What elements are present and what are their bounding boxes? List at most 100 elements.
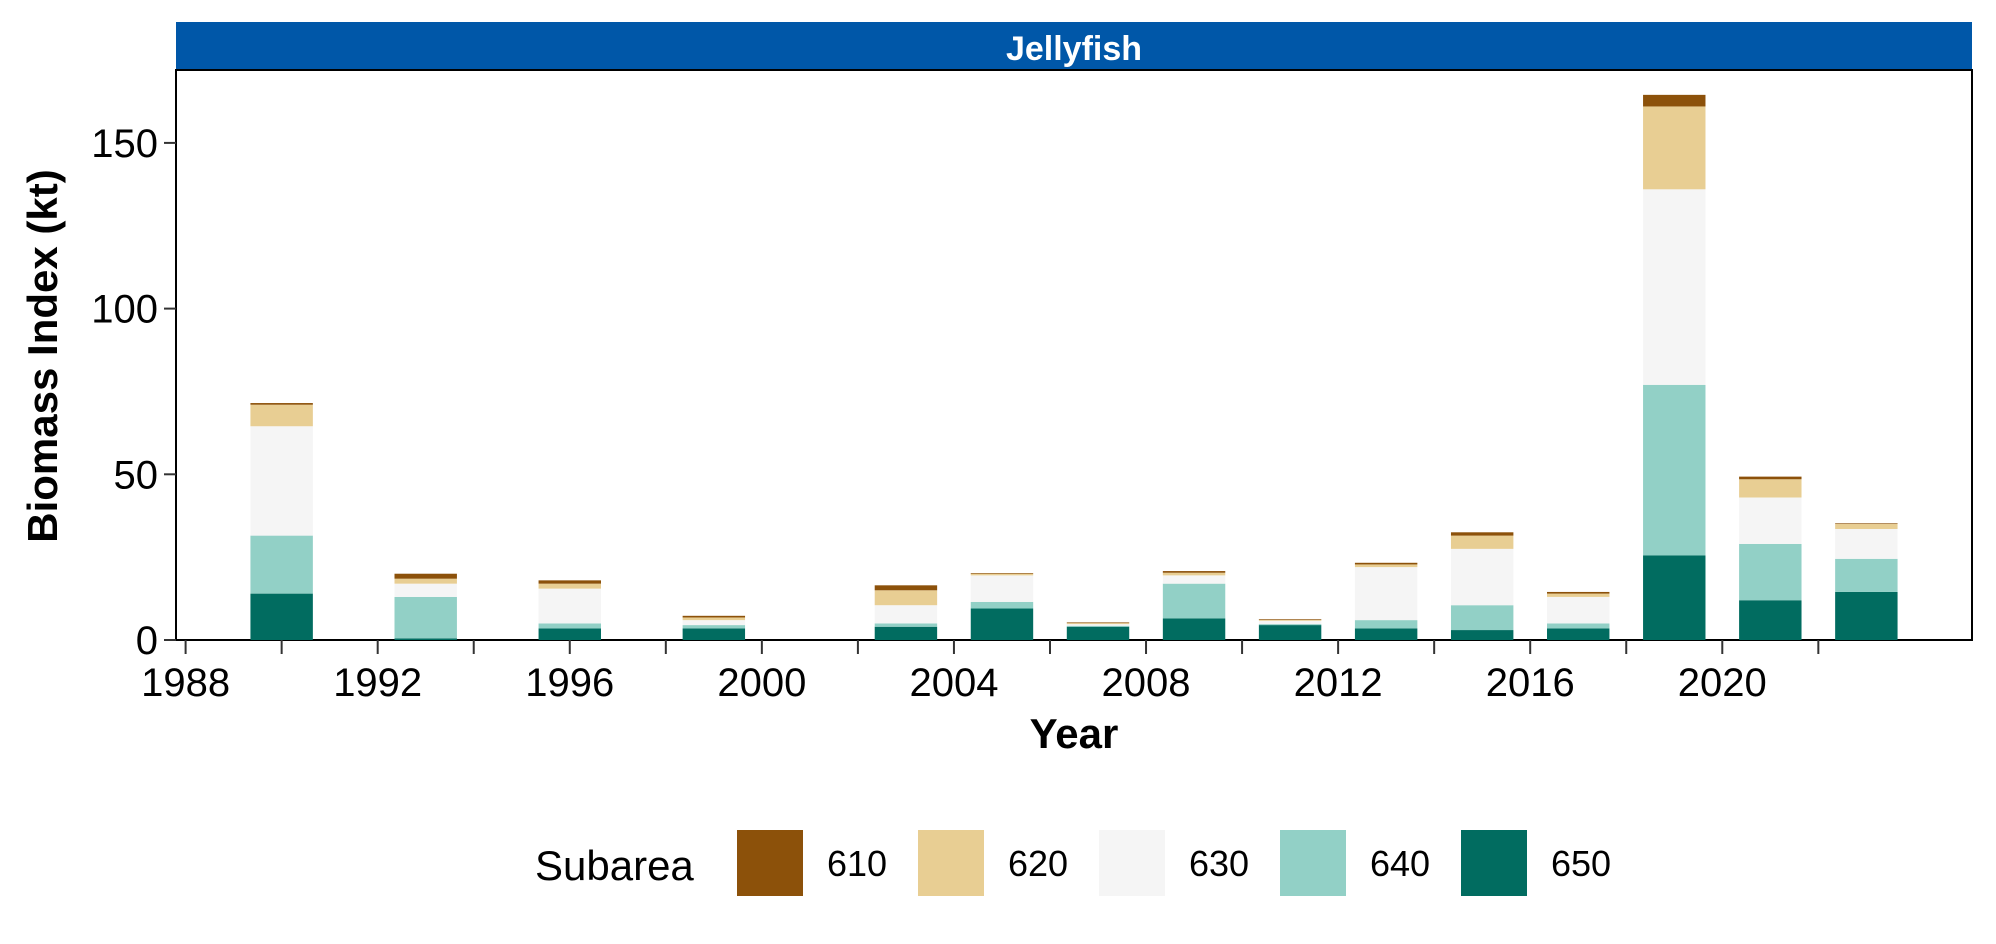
bar-segment-610-1999 (683, 616, 745, 618)
bar-segment-640-2009 (1163, 584, 1225, 619)
bar-segment-610-2011 (1259, 619, 1321, 620)
bar-segment-640-2017 (1547, 623, 1609, 628)
legend-key-610 (737, 830, 803, 896)
bar-segment-640-2023 (1835, 559, 1897, 592)
y-axis-title: Biomass Index (kt) (19, 169, 66, 542)
bar-segment-610-1996 (539, 580, 601, 583)
y-tick-label-100: 100 (91, 288, 158, 332)
bar-segment-650-2017 (1547, 628, 1609, 640)
bar-segment-610-2013 (1355, 563, 1417, 565)
legend-label-630: 630 (1189, 843, 1249, 884)
bar-segment-630-2009 (1163, 575, 1225, 583)
bar-segment-620-2009 (1163, 573, 1225, 576)
bar-segment-640-2005 (971, 602, 1033, 609)
bar-segment-640-2003 (875, 623, 937, 626)
bar-segment-650-2009 (1163, 618, 1225, 640)
bar-segment-650-2019 (1643, 555, 1705, 640)
legend-key-630 (1099, 830, 1165, 896)
bar-segment-620-1999 (683, 617, 745, 620)
bar-segment-610-2009 (1163, 571, 1225, 573)
bar-segment-650-1990 (250, 594, 312, 640)
bar-segment-610-2007 (1067, 622, 1129, 623)
facet-strip-title: Jellyfish (1006, 30, 1142, 68)
bar-segment-650-2005 (971, 609, 1033, 640)
bar-segment-650-2003 (875, 627, 937, 640)
legend-title: Subarea (535, 842, 694, 889)
x-tick-label-2000: 2000 (717, 661, 806, 705)
bar-segment-630-2007 (1067, 624, 1129, 626)
bar-segment-630-2005 (971, 575, 1033, 602)
bar-segment-640-2013 (1355, 620, 1417, 628)
bar-segment-620-2017 (1547, 594, 1609, 597)
bar-segment-630-1996 (539, 589, 601, 624)
x-tick-label-1988: 1988 (141, 661, 230, 705)
bar-segment-630-2013 (1355, 567, 1417, 620)
bar-segment-640-2011 (1259, 624, 1321, 625)
x-tick-label-2012: 2012 (1294, 661, 1383, 705)
bar-segment-610-2019 (1643, 95, 1705, 107)
bar-segment-630-2015 (1451, 549, 1513, 605)
legend: Subarea 610 620 630 640 650 (535, 830, 1611, 896)
bar-segment-650-1996 (539, 628, 601, 640)
bar-segment-630-2017 (1547, 597, 1609, 624)
facet-strip: Jellyfish (176, 22, 1972, 70)
x-axis: 1988 1992 1996 2000 2004 2008 2012 2016 2020 (141, 640, 1818, 705)
x-tick-label-2016: 2016 (1486, 661, 1575, 705)
bar-segment-650-2007 (1067, 627, 1129, 640)
bar-segment-650-2015 (1451, 630, 1513, 640)
legend-label-610: 610 (827, 843, 887, 884)
bar-segment-610-1990 (250, 403, 312, 405)
bar-segment-650-2021 (1739, 600, 1801, 640)
x-tick-label-2020: 2020 (1678, 661, 1767, 705)
bar-segment-640-1996 (539, 623, 601, 628)
bar-segment-640-1990 (250, 536, 312, 594)
bar-segment-650-2011 (1259, 625, 1321, 640)
bar-segment-640-2007 (1067, 626, 1129, 627)
legend-key-650 (1461, 830, 1527, 896)
bar-segment-610-2017 (1547, 592, 1609, 594)
legend-key-640 (1280, 830, 1346, 896)
bar-segment-620-2021 (1739, 479, 1801, 497)
legend-label-620: 620 (1008, 843, 1068, 884)
bar-segment-640-1999 (683, 625, 745, 628)
bar-segment-610-2003 (875, 585, 937, 590)
bar-segment-630-2011 (1259, 621, 1321, 624)
bar-segment-620-2019 (1643, 106, 1705, 189)
bar-segment-630-2003 (875, 605, 937, 623)
x-tick-label-2008: 2008 (1102, 661, 1191, 705)
bar-segment-620-2015 (1451, 536, 1513, 549)
bar-segment-620-2007 (1067, 623, 1129, 624)
bar-segment-630-2019 (1643, 189, 1705, 385)
x-tick-label-1992: 1992 (333, 661, 422, 705)
bar-segment-640-1993 (394, 597, 456, 638)
x-axis-title: Year (1030, 710, 1119, 757)
bar-segment-640-2015 (1451, 605, 1513, 630)
y-tick-label-0: 0 (136, 619, 158, 663)
bar-segment-610-2021 (1739, 477, 1801, 480)
bar-segment-620-2011 (1259, 620, 1321, 621)
bar-segment-620-1990 (250, 405, 312, 427)
bar-segment-620-1996 (539, 584, 601, 589)
y-tick-label-150: 150 (91, 122, 158, 166)
bar-segment-610-1993 (394, 574, 456, 579)
bar-segment-630-2023 (1835, 529, 1897, 559)
bar-segment-630-1990 (250, 426, 312, 535)
bar-segment-640-2019 (1643, 385, 1705, 556)
bar-segment-610-2015 (1451, 532, 1513, 535)
bar-segment-630-1993 (394, 584, 456, 597)
bar-segment-650-1999 (683, 628, 745, 640)
legend-label-640: 640 (1370, 843, 1430, 884)
bar-segment-630-2021 (1739, 498, 1801, 544)
bar-segment-620-2003 (875, 590, 937, 605)
bar-segment-620-2013 (1355, 564, 1417, 567)
x-tick-label-1996: 1996 (525, 661, 614, 705)
bar-segment-610-2023 (1835, 523, 1897, 524)
bar-segment-610-2005 (971, 573, 1033, 574)
bar-segment-650-2013 (1355, 628, 1417, 640)
bar-segment-620-2005 (971, 574, 1033, 576)
bar-segment-650-2023 (1835, 592, 1897, 640)
bar-segment-620-1993 (394, 579, 456, 584)
bar-segment-650-1993 (394, 638, 456, 640)
bar-segment-620-2023 (1835, 524, 1897, 529)
bar-segment-630-1999 (683, 620, 745, 625)
